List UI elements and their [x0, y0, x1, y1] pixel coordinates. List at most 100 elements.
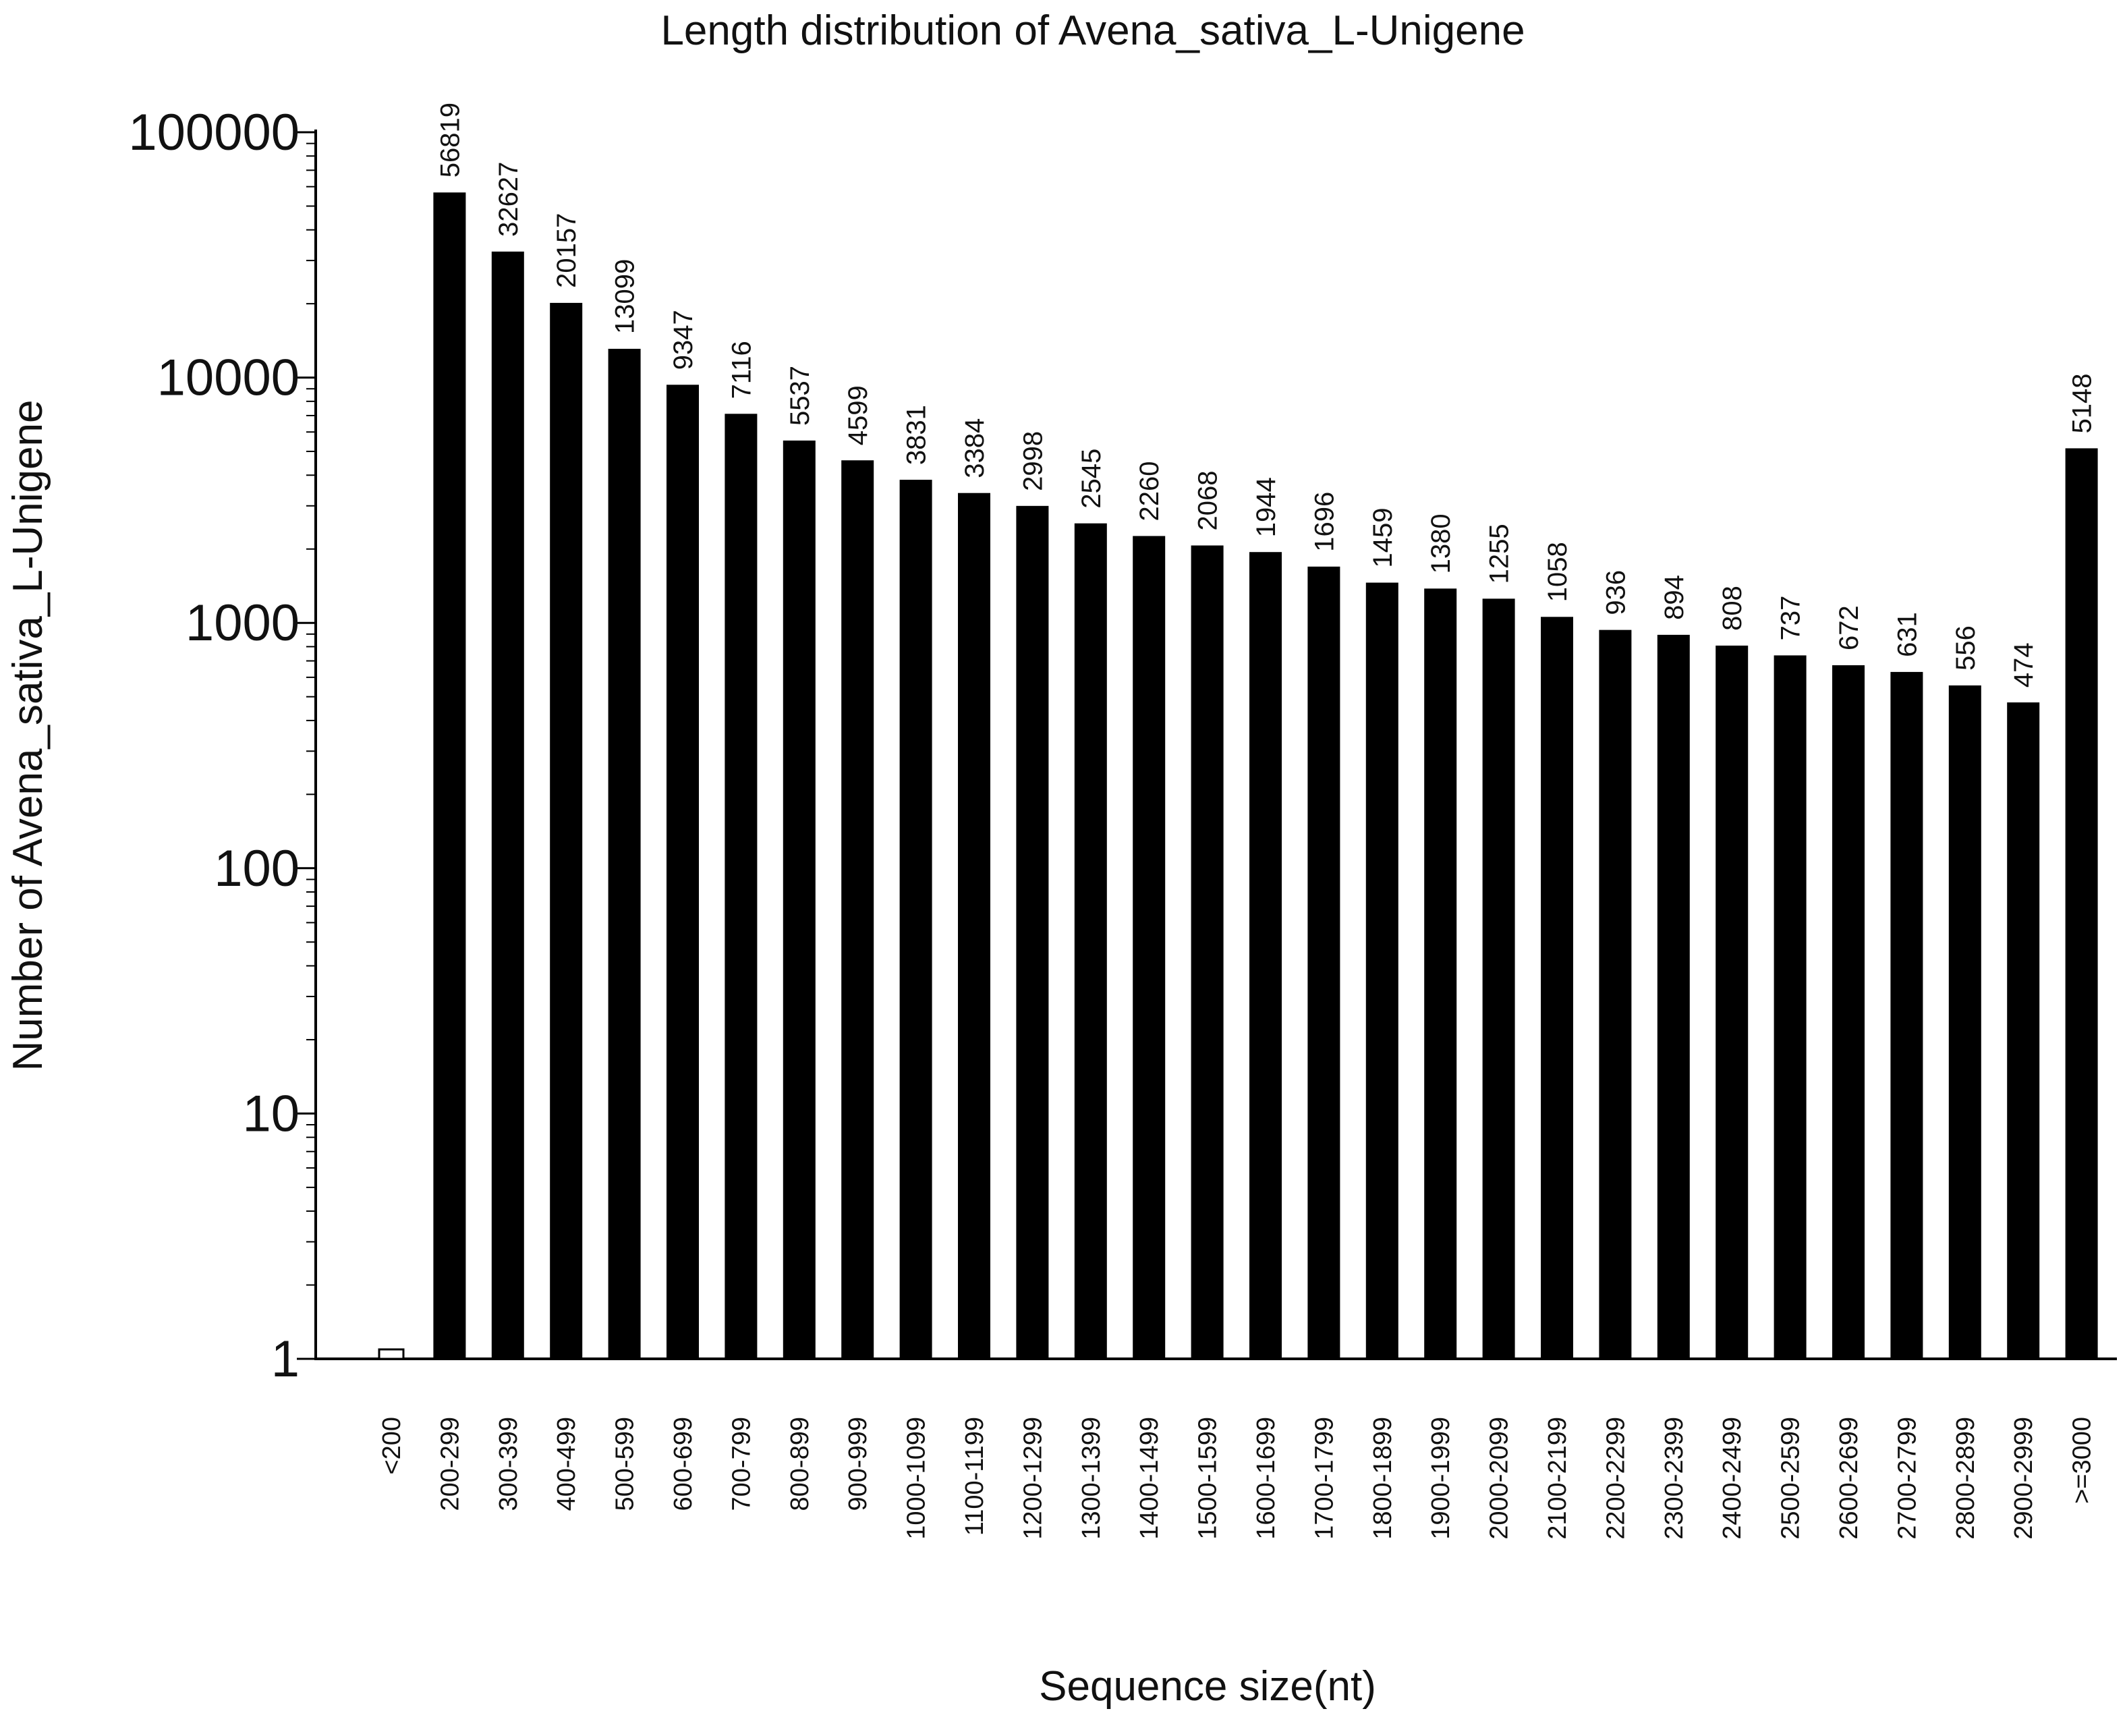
x-tick-label: 1000-1099: [903, 1417, 931, 1540]
data-label: 936: [1601, 570, 1631, 615]
x-axis-title: Sequence size(nt): [1039, 1663, 1376, 1710]
bar: [1249, 552, 1282, 1360]
x-tick-label: 2800-2899: [1952, 1417, 1980, 1540]
x-tick-label: 1400-1499: [1135, 1417, 1164, 1540]
x-tick-label: 900-999: [844, 1417, 872, 1511]
y-axis-title: Number of Avena_sativa_L-Unigene: [5, 400, 51, 1071]
data-label: 2260: [1135, 461, 1164, 521]
bar: [1716, 645, 1749, 1359]
bar: [1890, 671, 1923, 1359]
data-label: 556: [1951, 625, 1981, 671]
x-tick-label: 500-599: [611, 1417, 640, 1511]
bar: [2065, 448, 2098, 1359]
bar: [1541, 617, 1573, 1359]
data-label: 3384: [960, 418, 990, 478]
x-tick-label: 400-499: [552, 1417, 581, 1511]
y-tick-label: 1000: [186, 594, 300, 652]
x-tick-label: 1700-1799: [1310, 1417, 1338, 1540]
data-label: 4599: [843, 385, 873, 445]
x-tick-label: 200-299: [436, 1417, 464, 1511]
bar: [667, 385, 699, 1359]
bar: [1307, 566, 1340, 1359]
data-label: 631: [1892, 612, 1922, 657]
data-label: 1944: [1251, 477, 1281, 537]
data-label: 1380: [1426, 513, 1456, 573]
bar: [491, 251, 524, 1360]
bar: [608, 348, 641, 1360]
bar: [1424, 588, 1457, 1359]
bar: [1482, 598, 1515, 1359]
data-label: 2545: [1077, 449, 1106, 509]
x-tick-label: 1900-1999: [1427, 1417, 1455, 1540]
x-tick-label: 800-899: [786, 1417, 814, 1511]
x-tick-label: 2600-2699: [1835, 1417, 1863, 1540]
data-label: 1058: [1543, 542, 1572, 602]
bar: [1016, 505, 1049, 1360]
x-tick-label: 1300-1399: [1077, 1417, 1106, 1540]
bar: [1774, 655, 1807, 1359]
bar: [1074, 523, 1107, 1359]
x-tick-label: 2700-2799: [1893, 1417, 1921, 1540]
x-tick-label: 2100-2199: [1543, 1417, 1572, 1540]
x-tick-label: 700-799: [727, 1417, 756, 1511]
bar: [1599, 629, 1632, 1360]
x-tick-label: 600-699: [669, 1417, 698, 1511]
bar: [433, 192, 466, 1360]
bar: [1832, 665, 1865, 1359]
x-tick-label: 2300-2399: [1660, 1417, 1689, 1540]
x-tick-label: 2900-2999: [2010, 1417, 2038, 1540]
data-label: 2998: [1018, 431, 1048, 491]
x-tick-labels: <200 200-299 300-399 400-499 500-599 600-699 7…: [378, 1417, 2097, 1540]
data-label: 13099: [611, 259, 640, 334]
data-label: 2068: [1193, 470, 1223, 530]
data-label: 5537: [785, 366, 815, 426]
y-tick-label: 100000: [128, 104, 300, 161]
x-tick-label: 2400-2499: [1718, 1417, 1747, 1540]
bar: [1365, 582, 1398, 1359]
data-label: 808: [1718, 586, 1747, 631]
bar: [1657, 634, 1690, 1359]
bars: [378, 192, 2098, 1360]
x-tick-label: 1100-1199: [961, 1417, 989, 1536]
x-tick-label: >=3000: [2068, 1417, 2097, 1504]
data-label: 474: [2009, 642, 2039, 688]
data-label: 737: [1776, 596, 1806, 641]
y-tick-label: 10: [242, 1085, 300, 1142]
x-tick-label: 1500-1599: [1194, 1417, 1222, 1540]
data-label: 20157: [552, 213, 582, 288]
y-tick-label: 1: [271, 1331, 300, 1388]
bar: [1948, 685, 1981, 1359]
bar: [1191, 545, 1224, 1359]
x-tick-label: 2000-2099: [1485, 1417, 1514, 1540]
bar: [958, 493, 990, 1359]
bar: [725, 414, 758, 1359]
data-label: 3831: [902, 405, 932, 465]
data-label: 672: [1834, 605, 1864, 650]
y-tick-label: 10000: [157, 349, 300, 407]
data-label: 894: [1660, 575, 1689, 620]
data-label: 1696: [1309, 492, 1339, 552]
bar: [1133, 536, 1166, 1359]
x-tick-label: 2500-2599: [1777, 1417, 1805, 1540]
x-tick-label: 2200-2299: [1602, 1417, 1630, 1540]
x-tick-label: <200: [378, 1417, 406, 1475]
bar: [2007, 702, 2040, 1359]
bar: [550, 302, 583, 1359]
x-tick-label: 300-399: [494, 1417, 523, 1511]
data-labels: 56819 32627 20157 13099 9347 7116 5537 4599 3831…: [435, 103, 2097, 688]
data-label: 5148: [2068, 373, 2097, 433]
x-tick-label: 1600-1699: [1252, 1417, 1280, 1540]
data-label: 7116: [727, 341, 756, 399]
data-label: 32627: [494, 162, 523, 237]
chart-title: Length distribution of Avena_sativa_L-Un…: [660, 7, 1525, 54]
y-tick-labels: 1 10 100 1000 10000 100000: [128, 104, 300, 1388]
y-tick-label: 100: [214, 840, 300, 897]
data-label: 1459: [1368, 508, 1398, 568]
bar: [899, 480, 932, 1360]
bar: [783, 440, 816, 1360]
data-label: 56819: [435, 103, 465, 177]
x-tick-label: 1200-1299: [1019, 1417, 1047, 1540]
data-label: 1255: [1485, 524, 1514, 584]
x-tick-label: 1800-1899: [1369, 1417, 1397, 1540]
